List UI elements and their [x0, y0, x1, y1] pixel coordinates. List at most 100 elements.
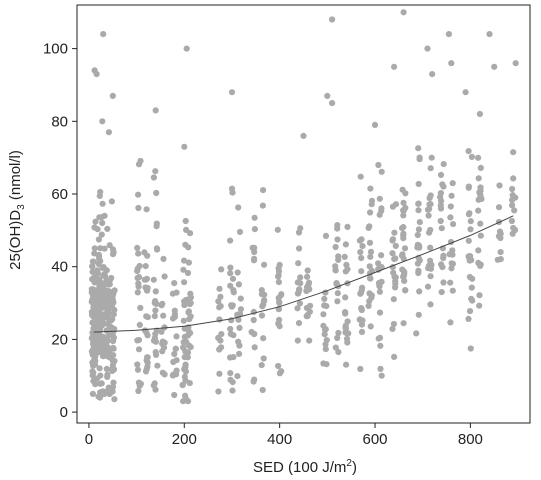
data-point	[216, 285, 223, 292]
data-point	[172, 345, 179, 352]
data-point	[357, 173, 364, 180]
data-point	[329, 100, 336, 107]
data-point	[427, 165, 434, 172]
data-point	[321, 295, 328, 302]
data-point	[187, 329, 194, 337]
data-point	[358, 268, 365, 275]
data-point	[99, 200, 106, 207]
data-point	[415, 226, 422, 233]
data-point	[415, 311, 422, 318]
data-point	[415, 207, 422, 214]
data-point	[366, 263, 373, 270]
data-point	[367, 253, 374, 260]
y-tick-label: 20	[51, 331, 68, 348]
data-point	[101, 245, 108, 252]
data-point	[152, 107, 159, 114]
data-point	[366, 239, 374, 246]
data-point	[260, 355, 267, 362]
data-point	[251, 376, 258, 383]
data-point	[89, 372, 96, 379]
data-point	[144, 359, 151, 366]
data-point	[88, 335, 95, 342]
data-point	[234, 269, 241, 276]
data-point	[251, 226, 258, 233]
data-point	[104, 373, 111, 380]
data-point	[276, 299, 283, 306]
data-point	[335, 349, 342, 356]
data-point	[259, 386, 266, 394]
data-point	[320, 311, 327, 318]
data-point	[414, 231, 421, 239]
data-point	[475, 154, 482, 161]
data-point	[236, 324, 243, 331]
data-point	[402, 287, 409, 294]
data-point	[181, 257, 188, 264]
data-point	[392, 284, 399, 291]
data-point	[136, 262, 143, 270]
data-point	[378, 372, 385, 379]
data-point	[446, 251, 453, 258]
data-point	[106, 281, 113, 288]
x-tick-label: 200	[172, 431, 197, 448]
data-point	[216, 370, 223, 377]
data-point	[341, 253, 348, 260]
data-point	[103, 287, 110, 294]
data-point	[228, 303, 235, 310]
data-point	[95, 251, 102, 258]
data-point	[136, 382, 143, 389]
data-point	[235, 204, 242, 211]
data-point	[152, 338, 160, 345]
data-point	[278, 291, 285, 298]
data-point	[104, 225, 111, 232]
data-point	[425, 262, 433, 269]
data-point	[365, 302, 372, 309]
data-point	[98, 380, 105, 387]
data-point	[95, 260, 102, 268]
data-point	[97, 188, 104, 196]
data-point	[93, 295, 100, 303]
data-point	[227, 264, 234, 271]
data-point	[429, 71, 436, 78]
data-point	[450, 221, 457, 228]
data-point	[186, 380, 193, 387]
data-point	[342, 241, 349, 248]
data-point	[93, 71, 100, 78]
data-point	[334, 236, 341, 243]
data-point	[161, 273, 168, 280]
data-point	[142, 368, 150, 375]
data-point	[466, 210, 473, 217]
data-point	[467, 253, 474, 260]
data-point	[251, 344, 258, 351]
data-point	[152, 168, 159, 175]
data-point	[88, 286, 95, 293]
data-point	[321, 326, 329, 333]
data-point	[426, 205, 433, 213]
data-point	[108, 274, 115, 282]
data-point	[275, 272, 282, 279]
data-point	[335, 329, 342, 337]
data-point	[235, 281, 242, 288]
data-point	[99, 313, 106, 320]
data-point	[144, 252, 151, 259]
data-point	[152, 349, 159, 356]
data-point	[104, 311, 111, 319]
data-point	[236, 350, 243, 357]
data-point	[377, 342, 384, 349]
data-point	[344, 318, 351, 325]
data-point	[322, 232, 330, 239]
data-point	[182, 217, 189, 225]
data-point	[378, 168, 385, 175]
data-point	[182, 368, 189, 375]
data-point	[234, 373, 241, 380]
data-point	[448, 192, 455, 199]
data-point	[275, 279, 282, 286]
data-point	[477, 220, 484, 227]
data-point	[236, 228, 244, 235]
data-point	[171, 307, 178, 314]
data-point	[467, 345, 474, 352]
y-tick-label: 40	[51, 259, 68, 276]
data-point	[378, 278, 385, 285]
data-point	[427, 192, 434, 199]
data-point	[476, 292, 483, 299]
data-point	[215, 388, 222, 395]
